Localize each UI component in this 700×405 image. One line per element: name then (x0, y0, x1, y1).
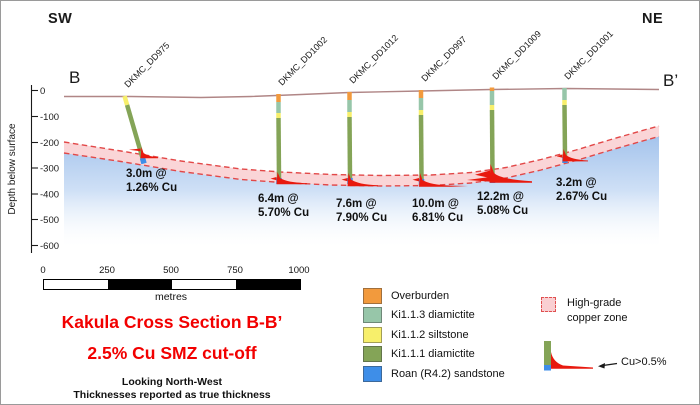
title-block: Kakula Cross Section B-B’ 2.5% Cu SMZ cu… (29, 307, 315, 402)
figure-title: Kakula Cross Section B-B’ (61, 312, 283, 332)
cu-cutoff-label: Cu>0.5% (621, 356, 667, 368)
intercept-grade: 6.81% Cu (412, 212, 464, 224)
intercept-grade: 1.26% Cu (126, 182, 178, 194)
intercept-annotation: 3.0m @ 1.26% Cu (126, 167, 177, 195)
axis-tick: -600 (40, 241, 59, 252)
intercept-length: 10.0m @ (412, 198, 460, 210)
mini-drillhole-tip (544, 365, 551, 371)
ki111-diamictite-swatch (363, 346, 382, 363)
legend-item: Ki1.1.3 diamictite (363, 306, 505, 326)
high-grade-zone-top-border (63, 125, 660, 177)
cross-section-canvas: 0 -100 -200 -300 -400 -500 -600 Depth be… (7, 29, 660, 253)
drillhole-label: DKMC_DD975 (122, 40, 171, 89)
axis-tick: 0 (40, 86, 45, 97)
scalebar-segment (108, 280, 172, 289)
high-grade-zone-band (64, 126, 659, 186)
scale-bar (43, 279, 301, 290)
cu-symbol (544, 341, 618, 371)
roan-sandstone-swatch (363, 365, 382, 382)
roan-sandstone-zone (64, 136, 659, 253)
intercept-annotation: 7.6m @ 7.90% Cu (336, 197, 387, 225)
mini-drillhole-rod (544, 341, 551, 365)
depth-axis-ticks: 0 -100 -200 -300 -400 -500 -600 (40, 86, 59, 252)
scalebar-segment (236, 280, 300, 289)
stratigraphy-legend: Overburden Ki1.1.3 diamictite Ki1.1.2 si… (363, 286, 505, 384)
drillhole-label: DKMC_DD997 (419, 34, 468, 83)
drillhole-labels: DKMC_DD975 DKMC_DD1002 DKMC_DD1012 DKMC_… (122, 29, 615, 90)
surface-line (64, 87, 660, 99)
intercept-grade: 5.08% Cu (477, 205, 529, 217)
orientation-note: Looking North-West (121, 376, 223, 388)
high-grade-zone-swatch (541, 297, 556, 312)
legend-item: Ki1.1.1 diamictite (363, 345, 505, 365)
axis-tick: -400 (40, 190, 59, 201)
section-end-label: B’ (663, 71, 679, 90)
legend-label: Ki1.1.2 siltstone (391, 328, 469, 341)
axis-tick: -500 (40, 215, 59, 226)
mini-copper-flame (551, 352, 593, 369)
compass-sw-label: SW (48, 11, 73, 27)
drillhole-label: DKMC_DD1002 (276, 35, 329, 88)
thickness-note: Thicknesses reported as true thickness (73, 389, 271, 401)
axis-tick: -100 (40, 112, 59, 123)
scalebar-segment (172, 280, 236, 289)
compass-ne-label: NE (642, 11, 664, 27)
intercept-grade: 7.90% Cu (336, 212, 388, 224)
drillhole-DKMC_DD1001 (556, 88, 588, 163)
legend-label: Roan (R4.2) sandstone (391, 367, 505, 380)
legend-label: Ki1.1.3 diamictite (391, 309, 475, 322)
depth-axis (30, 85, 38, 253)
legend-item: Roan (R4.2) sandstone (363, 364, 505, 384)
drillhole-DKMC_DD1009 (467, 87, 532, 183)
legend-label: Ki1.1.1 diamictite (391, 348, 475, 361)
legend-label: Overburden (391, 289, 450, 302)
cu-arrow-icon (598, 362, 618, 369)
intercept-length: 6.4m @ (258, 193, 299, 205)
scalebar-tick-label: 1000 (288, 265, 310, 276)
ki112-siltstone-swatch (363, 326, 382, 343)
intercept-annotation: 10.0m @ 6.81% Cu (412, 197, 463, 225)
axis-tick: -200 (40, 138, 59, 149)
drillhole-DKMC_DD975 (122, 95, 158, 165)
scalebar-unit: metres (154, 291, 188, 303)
intercept-annotation: 6.4m @ 5.70% Cu (258, 192, 309, 220)
intercept-length: 3.0m @ (126, 168, 167, 180)
scalebar-tick-label: 750 (227, 265, 243, 276)
scalebar-tick-label: 250 (99, 265, 115, 276)
high-grade-zone-label: High-grade copper zone (567, 297, 628, 324)
overburden-swatch (363, 287, 382, 304)
intercept-grade: 2.67% Cu (556, 191, 608, 203)
intercept-length: 3.2m @ (556, 177, 597, 189)
drillhole-label: DKMC_DD1012 (347, 33, 400, 86)
intercept-annotation: 12.2m @ 5.08% Cu (477, 190, 528, 218)
drillhole-DKMC_DD1012 (341, 92, 378, 187)
figure-subtitle: 2.5% Cu SMZ cut-off (87, 343, 257, 363)
scalebar-tick-label: 0 (40, 265, 46, 276)
intercept-length: 7.6m @ (336, 198, 377, 210)
section-start-label: B (69, 68, 81, 87)
scalebar-segment (44, 280, 108, 289)
drillhole-DKMC_DD997 (412, 90, 468, 187)
drillhole-DKMC_DD1002 (270, 94, 307, 185)
intercept-annotation: 3.2m @ 2.67% Cu (556, 176, 607, 204)
drillhole-label: DKMC_DD1001 (562, 29, 615, 82)
ki113-diamictite-swatch (363, 307, 382, 324)
legend-item: Ki1.1.2 siltstone (363, 325, 505, 345)
axis-tick: -300 (40, 164, 59, 175)
legend-item: Overburden (363, 286, 505, 306)
scalebar-tick-label: 500 (163, 265, 179, 276)
drillhole-label: DKMC_DD1009 (490, 29, 543, 82)
intercept-grade: 5.70% Cu (258, 207, 310, 219)
depth-axis-title: Depth below surface (7, 123, 18, 215)
intercept-length: 12.2m @ (477, 191, 525, 203)
